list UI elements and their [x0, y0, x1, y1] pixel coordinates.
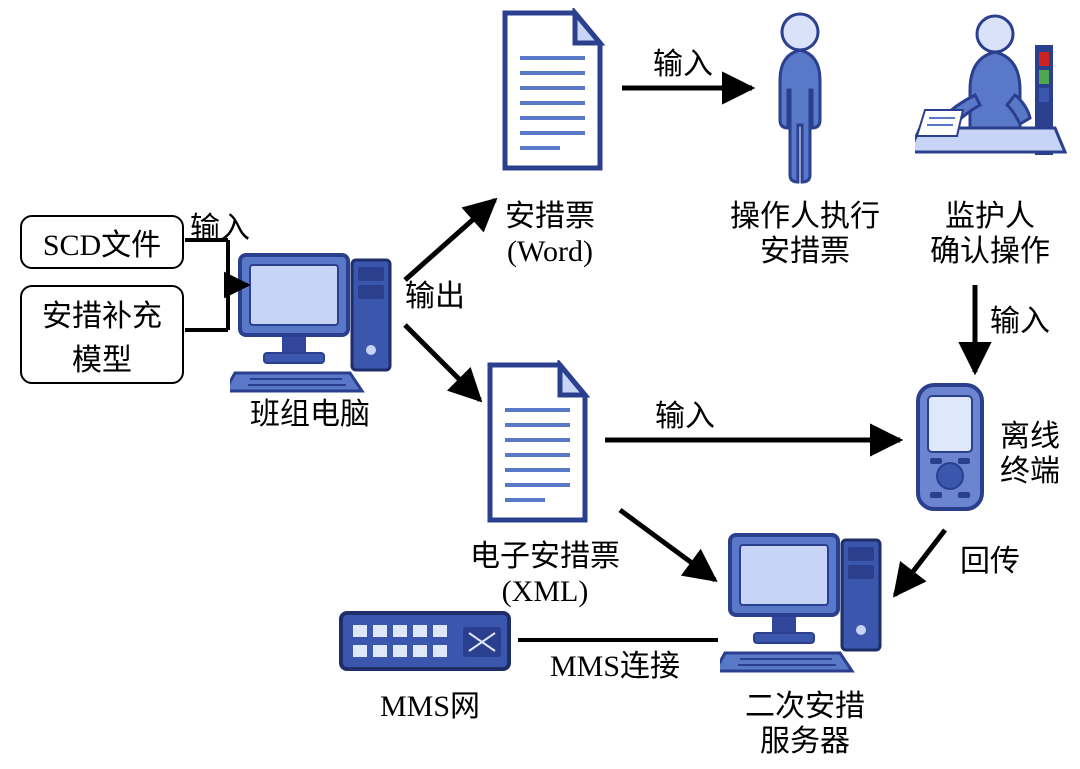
label-mms-conn: MMS连接: [530, 650, 700, 685]
label-word-input: 输入: [648, 48, 718, 83]
label-xml-input: 输入: [650, 400, 720, 435]
label-pc-output: 输出: [400, 280, 470, 315]
label-sup-input: 输入: [990, 305, 1060, 340]
label-term-return: 回传: [960, 545, 1040, 580]
label-scd-input: 输入: [185, 212, 255, 247]
